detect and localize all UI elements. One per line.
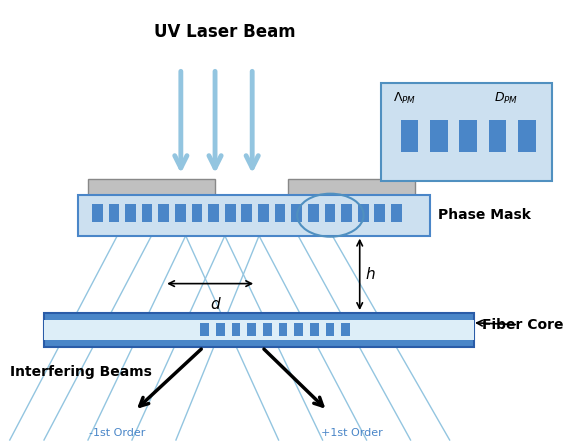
Bar	[44, 320, 474, 340]
Bar	[358, 204, 368, 222]
Bar	[247, 323, 256, 337]
Bar	[401, 120, 418, 152]
Bar	[231, 323, 241, 337]
Text: $\Lambda_{PM}$: $\Lambda_{PM}$	[393, 91, 416, 106]
Text: Interfering Beams: Interfering Beams	[10, 365, 151, 379]
Bar	[310, 323, 318, 337]
Bar	[44, 313, 474, 347]
Text: -1st Order: -1st Order	[89, 428, 146, 438]
Bar	[125, 204, 136, 222]
Bar	[391, 204, 402, 222]
Bar	[341, 323, 350, 337]
Bar	[208, 204, 219, 222]
Bar	[225, 204, 235, 222]
Bar	[241, 204, 252, 222]
Text: h: h	[365, 267, 375, 282]
Bar	[459, 120, 477, 152]
Bar	[88, 179, 215, 194]
Bar	[518, 120, 536, 152]
Bar	[278, 323, 287, 337]
Bar	[92, 204, 103, 222]
Text: $D_{PM}$: $D_{PM}$	[494, 91, 518, 106]
Bar	[263, 323, 272, 337]
Text: UV Laser Beam: UV Laser Beam	[154, 23, 296, 41]
Bar	[175, 204, 186, 222]
Bar	[275, 204, 285, 222]
Text: d: d	[210, 297, 220, 312]
Bar	[191, 204, 202, 222]
Bar	[430, 120, 448, 152]
Bar	[258, 204, 269, 222]
Bar	[489, 120, 506, 152]
Bar	[158, 204, 169, 222]
Bar	[108, 204, 119, 222]
Bar	[374, 204, 385, 222]
Bar	[142, 204, 153, 222]
Bar	[294, 323, 303, 337]
Text: Phase Mask: Phase Mask	[438, 208, 531, 222]
Bar	[325, 323, 334, 337]
Bar	[381, 83, 552, 181]
Text: +1st Order: +1st Order	[321, 428, 383, 438]
Bar	[341, 204, 352, 222]
Bar	[200, 323, 209, 337]
Text: Fiber Core: Fiber Core	[482, 318, 563, 332]
Bar	[308, 204, 318, 222]
Bar	[288, 179, 415, 194]
Bar	[78, 194, 430, 236]
Bar	[216, 323, 225, 337]
Bar	[291, 204, 302, 222]
Bar	[325, 204, 335, 222]
